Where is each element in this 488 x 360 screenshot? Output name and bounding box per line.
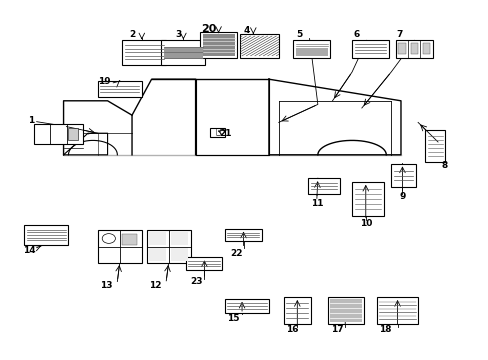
Bar — [34, 124, 83, 144]
Bar — [283, 297, 310, 324]
Bar — [149, 232, 166, 245]
Bar — [329, 299, 361, 322]
Bar — [98, 230, 142, 263]
Text: 17: 17 — [330, 325, 343, 334]
Bar — [200, 32, 237, 58]
Text: 21: 21 — [219, 129, 232, 138]
Text: 12: 12 — [149, 281, 162, 289]
Bar — [327, 297, 364, 324]
Bar — [122, 234, 137, 245]
Text: 20: 20 — [201, 24, 217, 34]
Bar — [122, 40, 166, 65]
Bar — [224, 229, 261, 241]
Text: 6: 6 — [353, 30, 359, 39]
Text: 4: 4 — [243, 26, 250, 35]
Bar — [397, 43, 405, 54]
Bar — [146, 230, 190, 263]
Bar — [149, 248, 166, 261]
Bar — [390, 164, 415, 187]
Bar — [307, 178, 339, 194]
Bar — [224, 299, 268, 313]
Text: 1: 1 — [28, 116, 34, 125]
Bar — [293, 40, 329, 58]
Bar — [161, 40, 205, 65]
Text: 3: 3 — [175, 30, 181, 39]
Bar — [171, 232, 188, 245]
Text: 2: 2 — [129, 30, 135, 39]
Text: 22: 22 — [229, 249, 242, 258]
Text: 8: 8 — [441, 161, 447, 170]
Bar — [24, 225, 68, 245]
Text: 9: 9 — [398, 192, 405, 202]
Text: 23: 23 — [190, 277, 203, 286]
Bar — [185, 257, 222, 270]
Bar — [351, 40, 388, 58]
Text: 15: 15 — [226, 314, 239, 323]
Bar — [239, 34, 278, 58]
Bar — [410, 43, 418, 54]
Text: ⛽: ⛽ — [215, 128, 220, 137]
Bar — [68, 128, 78, 140]
Bar — [351, 182, 383, 216]
Text: 13: 13 — [100, 281, 113, 289]
Text: 18: 18 — [378, 325, 390, 334]
Bar — [98, 81, 142, 97]
Bar — [376, 297, 417, 324]
Bar — [425, 130, 444, 162]
Text: 14: 14 — [23, 246, 36, 255]
Text: 10: 10 — [359, 220, 371, 229]
Text: 16: 16 — [285, 325, 298, 334]
Text: 11: 11 — [310, 199, 323, 208]
Bar — [395, 40, 432, 58]
Bar — [203, 34, 234, 56]
Bar — [422, 43, 429, 54]
Bar — [295, 48, 327, 56]
Text: 19: 19 — [98, 77, 110, 86]
Text: 7: 7 — [396, 30, 403, 39]
Text: 5: 5 — [296, 30, 302, 39]
Bar — [163, 47, 203, 59]
Bar — [171, 248, 188, 261]
Bar — [210, 128, 224, 137]
